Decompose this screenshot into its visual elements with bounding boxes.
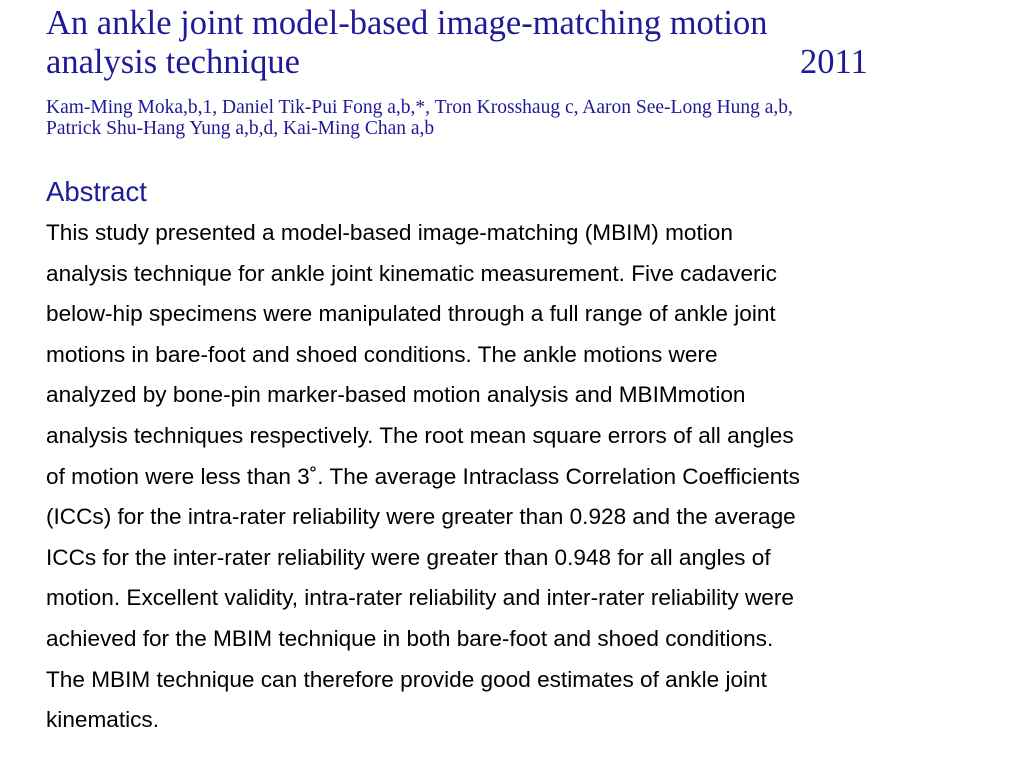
abstract-line: motions in bare-foot and shoed condition…	[46, 341, 718, 367]
title-line-2-text: analysis technique	[46, 43, 300, 81]
abstract-line: The MBIM technique can therefore provide…	[46, 666, 767, 692]
publication-year: 2011	[800, 43, 868, 81]
title-line-1: An ankle joint model-based image-matchin…	[46, 4, 768, 42]
abstract-body: This study presented a model-based image…	[46, 213, 1006, 741]
abstract-line: below-hip specimens were manipulated thr…	[46, 301, 776, 327]
abstract-line: analyzed by bone-pin marker-based motion…	[46, 382, 746, 408]
abstract-line: ICCs for the inter-rater reliability wer…	[46, 544, 771, 570]
author-list: Kam-Ming Moka,b,1, Daniel Tik-Pui Fong a…	[46, 97, 986, 139]
abstract-line: This study presented a model-based image…	[46, 220, 733, 245]
title-line-2: analysis technique 2011	[46, 43, 886, 82]
abstract-line: kinematics.	[46, 707, 160, 733]
abstract-line: analysis technique for ankle joint kinem…	[46, 260, 777, 286]
abstract-line: (ICCs) for the intra-rater reliability w…	[46, 504, 796, 530]
paper-title: An ankle joint model-based image-matchin…	[46, 4, 886, 82]
abstract-heading: Abstract	[46, 176, 147, 207]
abstract-line: achieved for the MBIM technique in both …	[46, 625, 774, 651]
abstract-line: of motion were less than 3˚. The average…	[46, 463, 800, 489]
abstract-line: motion. Excellent validity, intra-rater …	[46, 585, 794, 611]
author-line-2: Patrick Shu-Hang Yung a,b,d, Kai-Ming Ch…	[46, 118, 435, 139]
author-line-1: Kam-Ming Moka,b,1, Daniel Tik-Pui Fong a…	[46, 97, 793, 118]
abstract-line: analysis techniques respectively. The ro…	[46, 422, 794, 448]
